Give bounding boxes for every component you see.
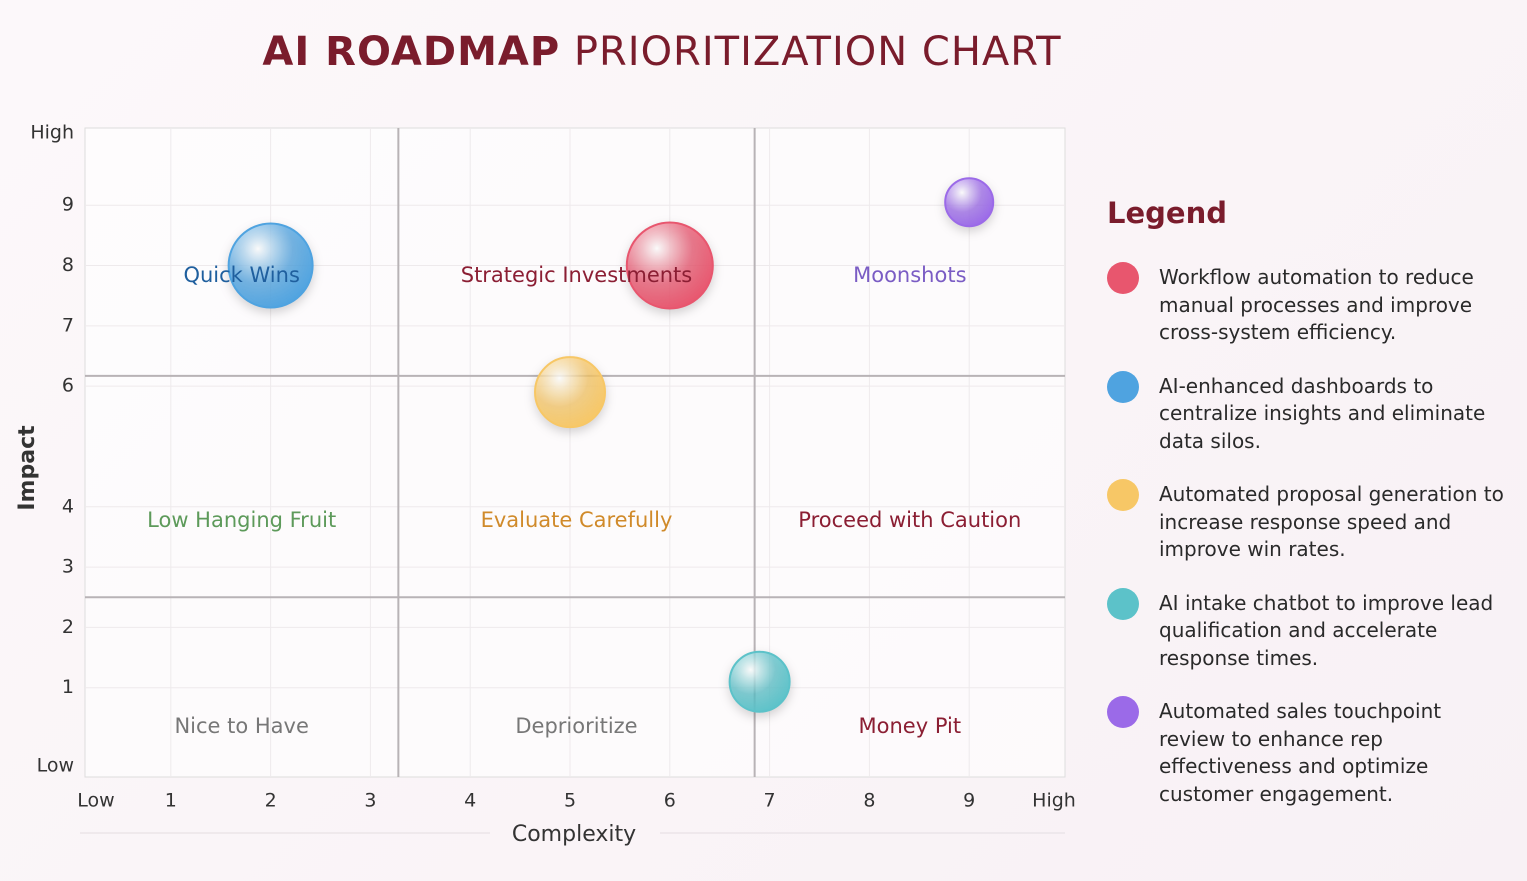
quadrant-label: Deprioritize — [515, 714, 637, 738]
legend-title: Legend — [1107, 196, 1227, 230]
y-tick-label: 3 — [62, 556, 74, 578]
y-tick-label: 1 — [62, 676, 74, 698]
bubble — [227, 222, 314, 309]
x-tick-label: 1 — [165, 790, 177, 812]
x-tick-label: Low — [77, 790, 114, 812]
y-axis-label: Impact — [15, 425, 40, 511]
legend-label: AI intake chatbot to improve lead qualif… — [1159, 590, 1494, 670]
x-tick-label: 4 — [464, 790, 476, 812]
bubble — [625, 221, 714, 310]
quadrant-label: Moonshots — [853, 263, 966, 287]
legend-swatch — [1107, 587, 1139, 620]
quadrant-label: Low Hanging Fruit — [147, 508, 336, 532]
legend-item: Automated sales touchpoint review to enh… — [1107, 696, 1517, 808]
chart-title: AI ROADMAP PRIORITIZATION CHART — [262, 29, 1061, 75]
x-tick-label: 3 — [364, 790, 376, 812]
legend-label: Workflow automation to reduce manual pro… — [1159, 265, 1474, 344]
bubble — [534, 356, 607, 429]
quadrant-label: Evaluate Carefully — [481, 508, 673, 532]
legend-swatch — [1107, 262, 1139, 294]
legend-item: AI-enhanced dashboards to centralize ins… — [1107, 370, 1517, 456]
x-tick-label: High — [1032, 790, 1076, 812]
legend-swatch — [1107, 696, 1139, 728]
x-tick-label: 7 — [764, 790, 776, 812]
legend: Legend Workflow automation to reduce man… — [1107, 196, 1517, 834]
x-tick-label: 2 — [265, 790, 277, 812]
legend-swatch — [1107, 479, 1139, 511]
title-bold: AI ROADMAP — [262, 29, 560, 75]
x-tick-label: 5 — [564, 790, 576, 812]
y-tick-label: 4 — [62, 495, 74, 517]
quadrant-label: Money Pit — [859, 714, 962, 738]
legend-item: Workflow automation to reduce manual pro… — [1107, 262, 1517, 347]
legend-label: Automated sales touchpoint review to enh… — [1159, 699, 1442, 806]
x-tick-label: 6 — [664, 790, 676, 812]
quadrant-label: Nice to Have — [174, 714, 308, 738]
y-tick-label: 6 — [62, 375, 74, 397]
y-tick-label: 9 — [62, 194, 74, 216]
legend-item: Automated proposal generation to increas… — [1107, 479, 1517, 564]
y-tick-label: High — [30, 121, 74, 143]
x-tick-label: 8 — [863, 790, 875, 812]
y-tick-label: Low — [37, 755, 74, 777]
x-tick-label: 9 — [963, 790, 975, 812]
y-tick-label: 8 — [62, 254, 74, 276]
legend-label: Automated proposal generation to increas… — [1159, 482, 1504, 561]
bubble — [728, 650, 791, 713]
quadrant-label: Strategic Investments — [461, 263, 693, 287]
quadrant-label: Quick Wins — [183, 263, 299, 287]
x-axis-label: Complexity — [512, 822, 636, 847]
legend-label: AI-enhanced dashboards to centralize ins… — [1159, 373, 1486, 453]
plot-area — [84, 127, 1066, 778]
legend-swatch — [1107, 370, 1139, 403]
y-tick-label: 2 — [62, 616, 74, 638]
legend-item: AI intake chatbot to improve lead qualif… — [1107, 587, 1517, 673]
bubble — [944, 177, 995, 228]
quadrant-label: Proceed with Caution — [798, 508, 1021, 532]
y-tick-label: 7 — [62, 314, 74, 336]
title-rest: PRIORITIZATION CHART — [574, 29, 1062, 75]
